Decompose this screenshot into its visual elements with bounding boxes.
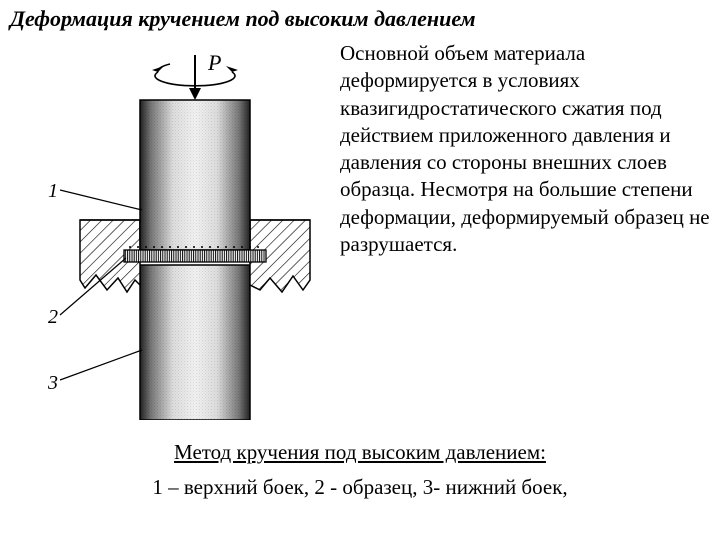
page-title: Деформация кручением под высоким давлени… [0, 0, 720, 36]
caption-legend: 1 – верхний боек, 2 - образец, 3- нижний… [0, 475, 720, 500]
label-P: P [207, 50, 221, 75]
caption-underlined: Метод кручения под высоким давлением: [0, 440, 720, 465]
pressure-arrow [189, 55, 201, 100]
label-1: 1 [48, 180, 58, 203]
label-2: 2 [48, 306, 58, 329]
upper-anvil [140, 100, 250, 250]
description-paragraph: Основной объем материала деформируется в… [330, 40, 710, 420]
content-row: P 1 2 3 Основной объем материала деформи… [0, 36, 720, 420]
diagram-column: P 1 2 3 [10, 40, 330, 420]
label-3: 3 [48, 372, 58, 395]
lower-anvil [140, 265, 250, 420]
torsion-diagram: P [10, 40, 330, 420]
